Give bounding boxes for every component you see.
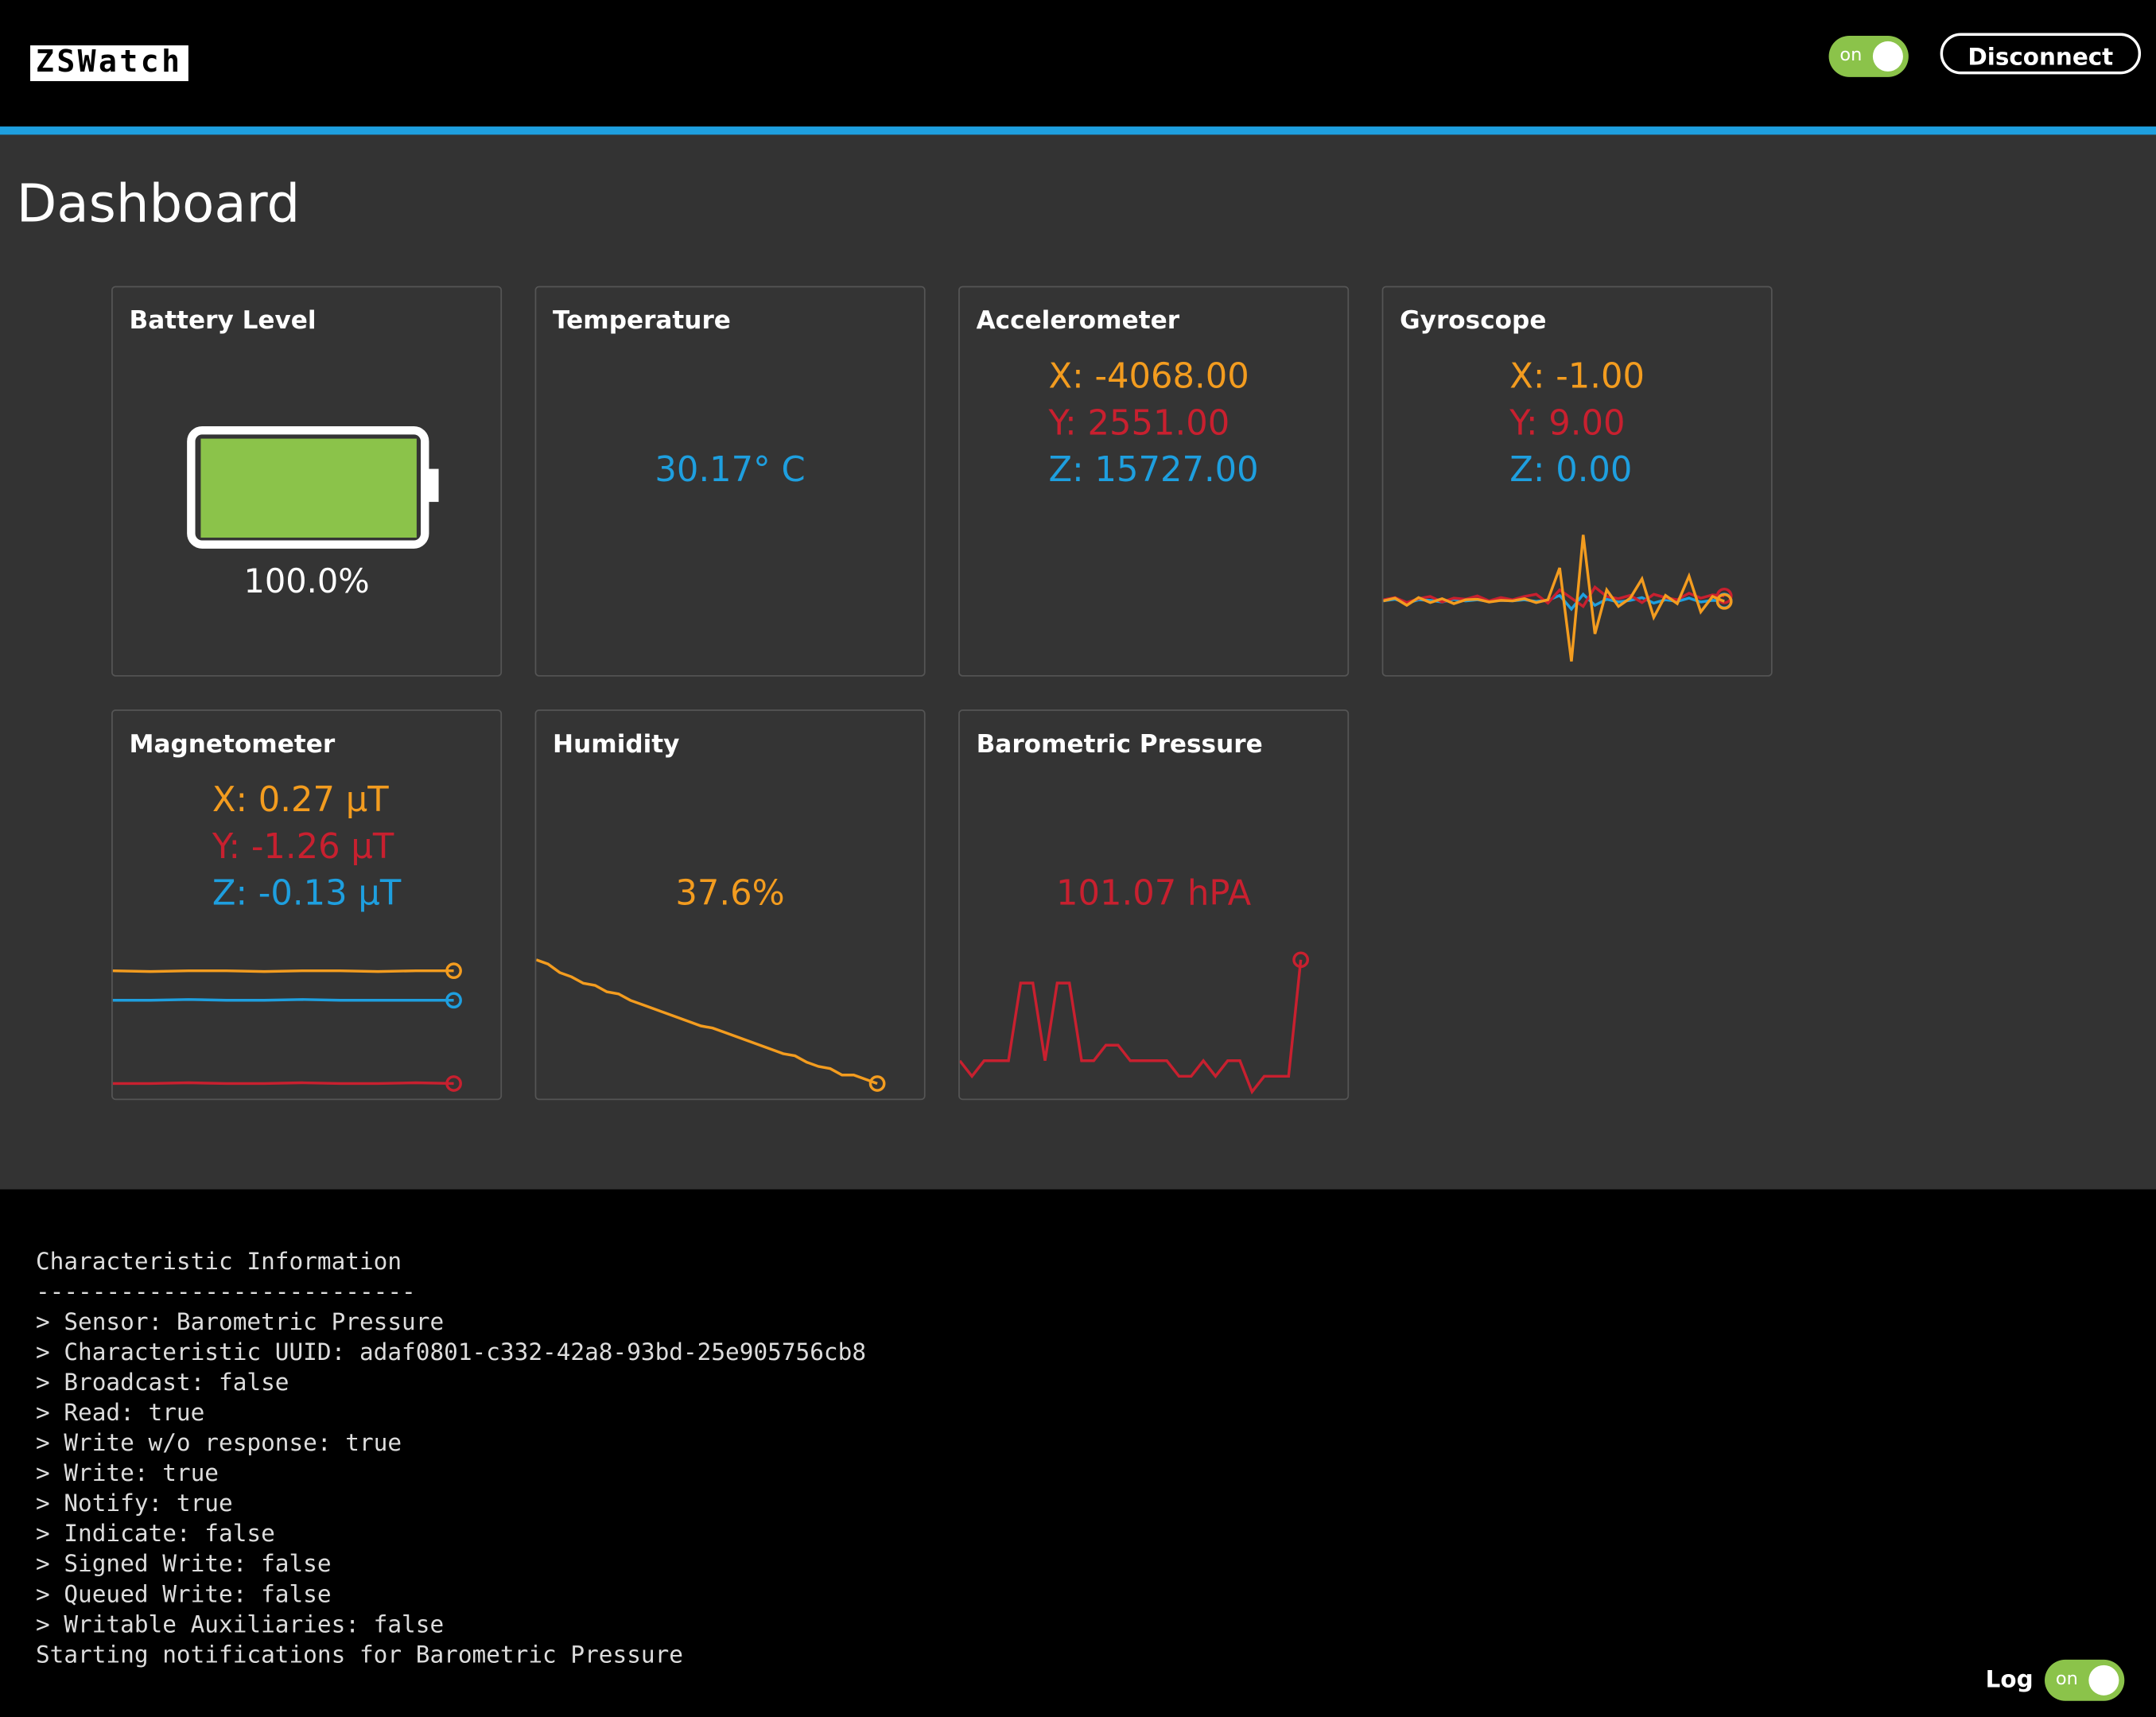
page-title: Dashboard — [16, 173, 301, 234]
sparkline — [1383, 585, 1725, 608]
log-line: > Queued Write: false — [35, 1581, 332, 1609]
reading: X: -4068.00 — [1048, 355, 1249, 396]
reading: 30.17° C — [655, 449, 806, 490]
toggle-label: on — [1839, 45, 1863, 66]
log-line: > Broadcast: false — [35, 1369, 289, 1397]
sparkline-end — [868, 1075, 886, 1092]
sparkline — [959, 959, 1303, 1095]
sparkline-end — [1292, 951, 1310, 969]
battery-fill — [200, 438, 417, 538]
card-title: Accelerometer — [976, 306, 1180, 336]
sparkline — [112, 969, 454, 973]
log-line: > Write: true — [35, 1460, 219, 1488]
dashboard: Dashboard Battery Level 100.0% Temperature… — [0, 134, 2156, 1190]
log-line: > Write w/o response: true — [35, 1430, 402, 1458]
card-title: Gyroscope — [1400, 306, 1547, 336]
card-title: Temperature — [553, 306, 731, 336]
log-line: --------------------------- — [35, 1278, 416, 1307]
logo: ZSWatch — [30, 45, 188, 82]
card-title: Humidity — [553, 730, 680, 759]
sensor-card: Accelerometer X: -4068.00 Y: 2551.00 Z: 157… — [958, 286, 1350, 677]
toggle-label: on — [2055, 1669, 2078, 1690]
card-graphic — [112, 962, 462, 1092]
readings: X: 0.27 µT Y: -1.26 µT Z: -0.13 µT — [113, 779, 501, 918]
sensor-card: Gyroscope X: -1.00 Y: 9.00 Z: 0.00 — [1381, 286, 1773, 677]
toggle-knob — [2088, 1665, 2119, 1696]
log-line: > Indicate: false — [35, 1521, 275, 1548]
readings-block: 30.17° C — [655, 447, 805, 494]
sensor-card: Battery Level 100.0% — [111, 286, 503, 677]
card-graphic — [187, 425, 439, 549]
reading: Z: 15727.00 — [1048, 449, 1259, 490]
readings-block: X: -1.00 Y: 9.00 Z: 0.00 — [1509, 353, 1645, 493]
card-graphic — [1383, 534, 1733, 662]
battery-outline — [187, 425, 429, 549]
sensor-card: Magnetometer X: 0.27 µT Y: -1.26 µT Z: -0.1… — [111, 709, 503, 1101]
log-panel: Characteristic Information --------------… — [0, 1189, 2156, 1717]
sensor-card: Humidity 37.6% — [534, 709, 926, 1101]
sparkline-end — [445, 962, 462, 980]
reading: 37.6% — [675, 872, 785, 914]
readings: 101.07 hPA — [960, 779, 1348, 918]
header: ZSWatch on Disconnect — [0, 0, 2156, 127]
log-line: > Writable Auxiliaries: false — [35, 1611, 445, 1639]
readings-block: X: 0.27 µT Y: -1.26 µT Z: -0.13 µT — [212, 777, 401, 917]
log-line: Characteristic Information — [35, 1248, 402, 1276]
readings-block: X: -4068.00 Y: 2551.00 Z: 15727.00 — [1049, 353, 1259, 493]
card-title: Magnetometer — [129, 730, 336, 759]
readings-block: 101.07 hPA — [1056, 870, 1251, 917]
log-line: > Characteristic UUID: adaf0801-c332-42a… — [35, 1339, 867, 1367]
log-line: > Notify: true — [35, 1490, 233, 1518]
log-toggle[interactable]: on — [2045, 1659, 2125, 1701]
readings-block: 37.6% — [675, 870, 784, 917]
card-title: Battery Level — [129, 306, 317, 336]
card-graphic — [536, 958, 886, 1092]
sparkline-end — [1715, 592, 1733, 610]
log-line: > Read: true — [35, 1400, 205, 1428]
sparkline — [536, 958, 878, 1086]
log-line: > Signed Write: false — [35, 1551, 332, 1579]
sparkline — [112, 1081, 454, 1086]
readings: X: -4068.00 Y: 2551.00 Z: 15727.00 — [960, 355, 1348, 494]
reading: Y: 9.00 — [1509, 402, 1626, 443]
reading: Y: 2551.00 — [1048, 402, 1230, 443]
readings: 30.17° C — [536, 355, 924, 494]
log-label: Log — [1985, 1666, 2034, 1695]
battery-terminal — [427, 468, 439, 503]
sparkline-end — [1715, 587, 1733, 604]
toggle[interactable]: on — [1828, 35, 1909, 77]
readings: X: -1.00 Y: 9.00 Z: 0.00 — [1383, 355, 1771, 494]
sensor-card: Barometric Pressure 101.07 hPA — [958, 709, 1350, 1101]
reading: Z: 0.00 — [1509, 449, 1633, 490]
battery-value: 100.0% — [243, 562, 370, 601]
readings: 37.6% — [536, 779, 924, 918]
reading: X: -1.00 — [1509, 355, 1645, 396]
log-line: Starting notifications for Barometric Pr… — [35, 1641, 683, 1670]
reading: 101.07 hPA — [1055, 872, 1252, 914]
sparkline — [1383, 534, 1725, 662]
log-line: > Sensor: Barometric Pressure — [35, 1309, 445, 1337]
disconnect-button[interactable]: Disconnect — [1940, 33, 2142, 75]
card-title: Barometric Pressure — [976, 730, 1263, 759]
toggle-knob — [1872, 41, 1903, 72]
reading: Y: -1.26 µT — [212, 826, 394, 867]
sparkline-end — [445, 1075, 462, 1092]
log-lines: Characteristic Information --------------… — [36, 1247, 866, 1671]
sensor-card: Temperature 30.17° C — [534, 286, 926, 677]
reading: X: 0.27 µT — [212, 779, 389, 820]
sparkline-end — [445, 992, 462, 1009]
card-graphic — [959, 951, 1310, 1095]
accent-bar — [0, 126, 2156, 135]
reading: Z: -0.13 µT — [212, 872, 402, 914]
